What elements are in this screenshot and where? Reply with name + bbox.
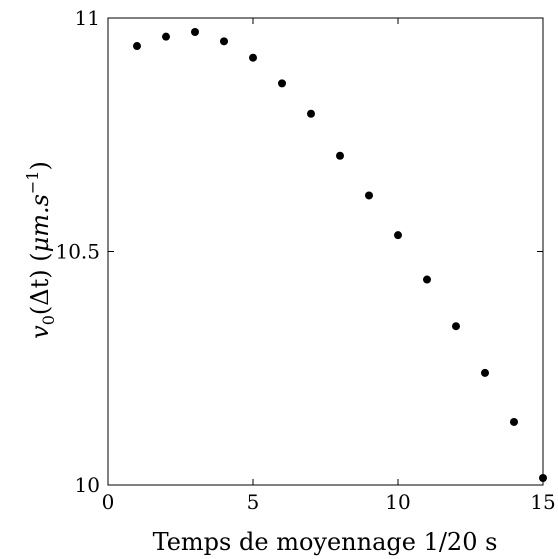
- y-tick-label: 10.5: [55, 240, 100, 264]
- data-point: [220, 37, 228, 46]
- y-axis-title-close: ): [26, 161, 54, 170]
- data-points: [133, 28, 547, 482]
- y-axis-title-unit: μm.s: [26, 194, 54, 252]
- data-point: [510, 417, 518, 426]
- x-tick-label: 0: [102, 490, 115, 514]
- y-tick-label: 11: [75, 6, 100, 30]
- x-axis-title: Temps de moyennage 1/20 s: [153, 528, 498, 556]
- data-point: [423, 275, 431, 284]
- data-point: [162, 32, 170, 41]
- data-point: [336, 151, 344, 160]
- y-axis-title-base: v: [26, 325, 54, 339]
- data-point: [191, 28, 199, 37]
- plot-area: [108, 18, 543, 485]
- data-point: [481, 368, 489, 377]
- data-point: [133, 42, 141, 51]
- data-point: [365, 191, 373, 200]
- x-tick-label: 15: [530, 490, 555, 514]
- data-point: [249, 53, 257, 62]
- y-axis-title: v0(Δt) (μm.s−1): [23, 161, 58, 339]
- y-tick-label: 10: [75, 473, 100, 497]
- data-point: [452, 322, 460, 331]
- y-axis-title-sup: −1: [23, 171, 42, 195]
- data-point: [394, 231, 402, 240]
- x-tick-label: 5: [247, 490, 260, 514]
- y-axis-title-sub: 0: [39, 315, 58, 325]
- y-ticks: 10 10.5 11: [55, 6, 543, 497]
- data-point: [278, 79, 286, 88]
- y-axis-title-arg: (Δt) (: [26, 252, 54, 315]
- x-tick-label: 10: [385, 490, 410, 514]
- x-ticks: 0 5 10 15: [102, 18, 556, 514]
- data-point: [307, 109, 315, 118]
